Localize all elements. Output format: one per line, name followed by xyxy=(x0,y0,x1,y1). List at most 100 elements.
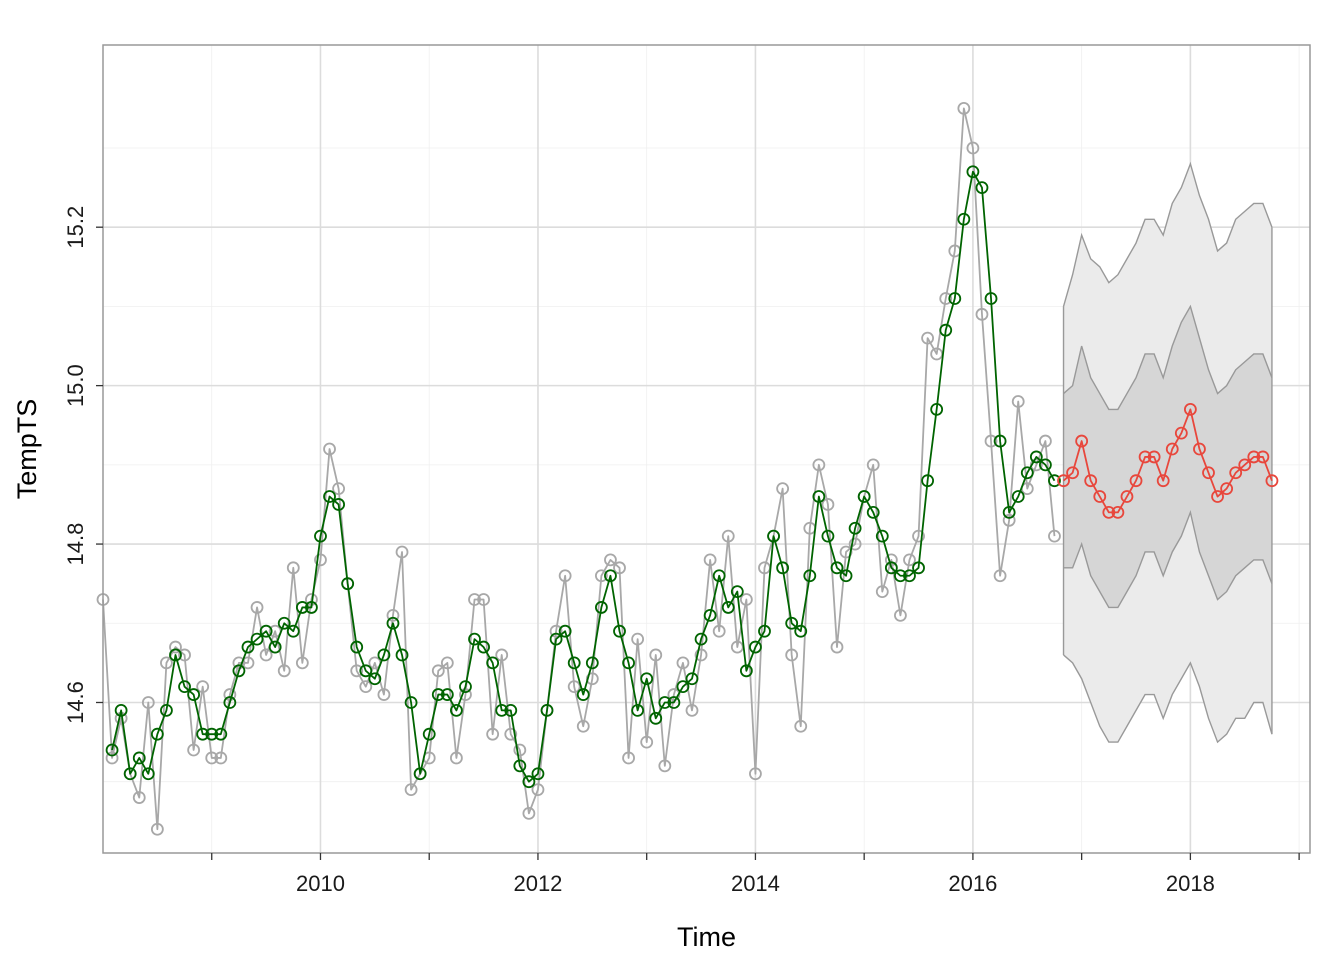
observed-series-point xyxy=(613,561,626,575)
fitted-series-point xyxy=(486,656,500,670)
fitted-series-point xyxy=(332,498,346,511)
fitted-series-point xyxy=(803,569,817,583)
forecast-series-point xyxy=(1129,474,1143,488)
observed-series-point xyxy=(169,640,182,654)
fitted-series-point xyxy=(305,601,318,614)
observed-series-point xyxy=(277,664,291,678)
fitted-series-point xyxy=(921,474,934,488)
observed-series-point xyxy=(468,593,481,606)
observed-series-point xyxy=(1002,513,1016,527)
observed-series-point xyxy=(875,585,889,598)
forecast-series-point xyxy=(1147,450,1161,464)
observed-series-point xyxy=(513,743,527,757)
fitted-series-point xyxy=(187,688,201,701)
observed-series-point xyxy=(214,751,228,765)
fitted-series-point xyxy=(241,640,255,654)
observed-series-point xyxy=(132,791,146,804)
fitted-series-point xyxy=(314,529,327,543)
fitted-series-point xyxy=(622,656,635,670)
observed-series-point xyxy=(1011,395,1025,408)
fitted-series-point xyxy=(558,624,572,638)
fitted-series-point xyxy=(812,490,826,503)
observed-series-point xyxy=(739,593,753,606)
observed-series-point xyxy=(622,751,635,765)
observed-series-point xyxy=(350,664,364,678)
fitted-series-point xyxy=(422,727,436,741)
fitted-series-point xyxy=(522,775,536,789)
observed-series-point xyxy=(196,680,210,694)
observed-series-line xyxy=(102,107,1056,831)
fitted-series-point xyxy=(196,727,210,741)
fitted-series-point xyxy=(123,767,137,781)
observed-series-point xyxy=(993,569,1007,583)
observed-series-point xyxy=(440,656,454,670)
observed-series-point xyxy=(694,648,708,662)
observed-series-point xyxy=(894,608,907,622)
observed-series-point xyxy=(658,759,672,773)
forecast-series xyxy=(1057,402,1279,519)
fitted-series-point xyxy=(513,759,527,773)
data-series xyxy=(96,101,1279,836)
fitted-series-point xyxy=(857,490,871,503)
observed-series-point xyxy=(912,529,925,543)
observed-series-point xyxy=(839,545,853,559)
fitted-series-point xyxy=(903,569,916,583)
observed-series-point xyxy=(703,553,717,567)
interval-edge-line xyxy=(1063,304,1273,411)
fitted-series-point xyxy=(413,767,427,781)
observed-series-point xyxy=(295,656,309,670)
observed-series-point xyxy=(957,101,971,115)
observed-series-point xyxy=(676,656,690,670)
forecast-series-point xyxy=(1238,458,1252,472)
observed-series-point xyxy=(386,608,400,622)
fitted-series-point xyxy=(839,569,853,583)
fitted-series-point xyxy=(676,680,690,694)
fitted-series-point xyxy=(604,569,617,583)
observed-series-point xyxy=(259,648,273,662)
observed-series-point xyxy=(903,553,916,567)
observed-series-point xyxy=(141,696,155,709)
fitted-series-point xyxy=(540,704,554,717)
observed-series-point xyxy=(585,672,599,686)
observed-series-point xyxy=(504,727,518,741)
fitted-series-point xyxy=(785,616,799,630)
fitted-series-point xyxy=(286,624,300,638)
fitted-series-point xyxy=(377,648,391,662)
fitted-series-point xyxy=(359,664,373,678)
fitted-series-point xyxy=(350,640,364,654)
forecast-series-point xyxy=(1075,434,1089,448)
observed-series-point xyxy=(431,664,445,678)
forecast-series-point xyxy=(1102,505,1116,519)
fitted-series-point xyxy=(386,616,400,630)
fitted-series-point xyxy=(703,608,717,622)
observed-series-point xyxy=(785,648,799,662)
fitted-series-point xyxy=(214,727,228,741)
observed-series xyxy=(96,101,1061,836)
observed-series-point xyxy=(250,601,264,614)
observed-series-point xyxy=(567,680,581,694)
fitted-series-point xyxy=(250,632,264,646)
observed-series-point xyxy=(830,640,844,654)
observed-series-point xyxy=(1048,529,1061,543)
fitted-series-point xyxy=(948,292,962,305)
observed-series-point xyxy=(286,561,300,575)
fitted-series-point xyxy=(966,165,980,179)
observed-series-point xyxy=(377,688,391,701)
fitted-series-point xyxy=(658,696,672,709)
fitted-series-point xyxy=(105,743,119,757)
x-tick-label: 2012 xyxy=(513,871,562,896)
fitted-series-point xyxy=(585,656,599,670)
fitted-series-point xyxy=(884,561,898,575)
observed-series-point xyxy=(187,743,201,757)
observed-series-point xyxy=(105,751,119,765)
observed-series-point xyxy=(604,553,617,567)
fitted-series-point xyxy=(613,624,626,638)
fitted-series-point xyxy=(957,212,971,226)
y-axis-title: TempTS xyxy=(12,399,42,500)
observed-series-point xyxy=(531,783,545,797)
fitted-series-point xyxy=(1029,450,1043,464)
forecast-series-point xyxy=(1138,450,1152,464)
fitted-series-point xyxy=(132,751,146,765)
fitted-series-point xyxy=(776,561,790,575)
